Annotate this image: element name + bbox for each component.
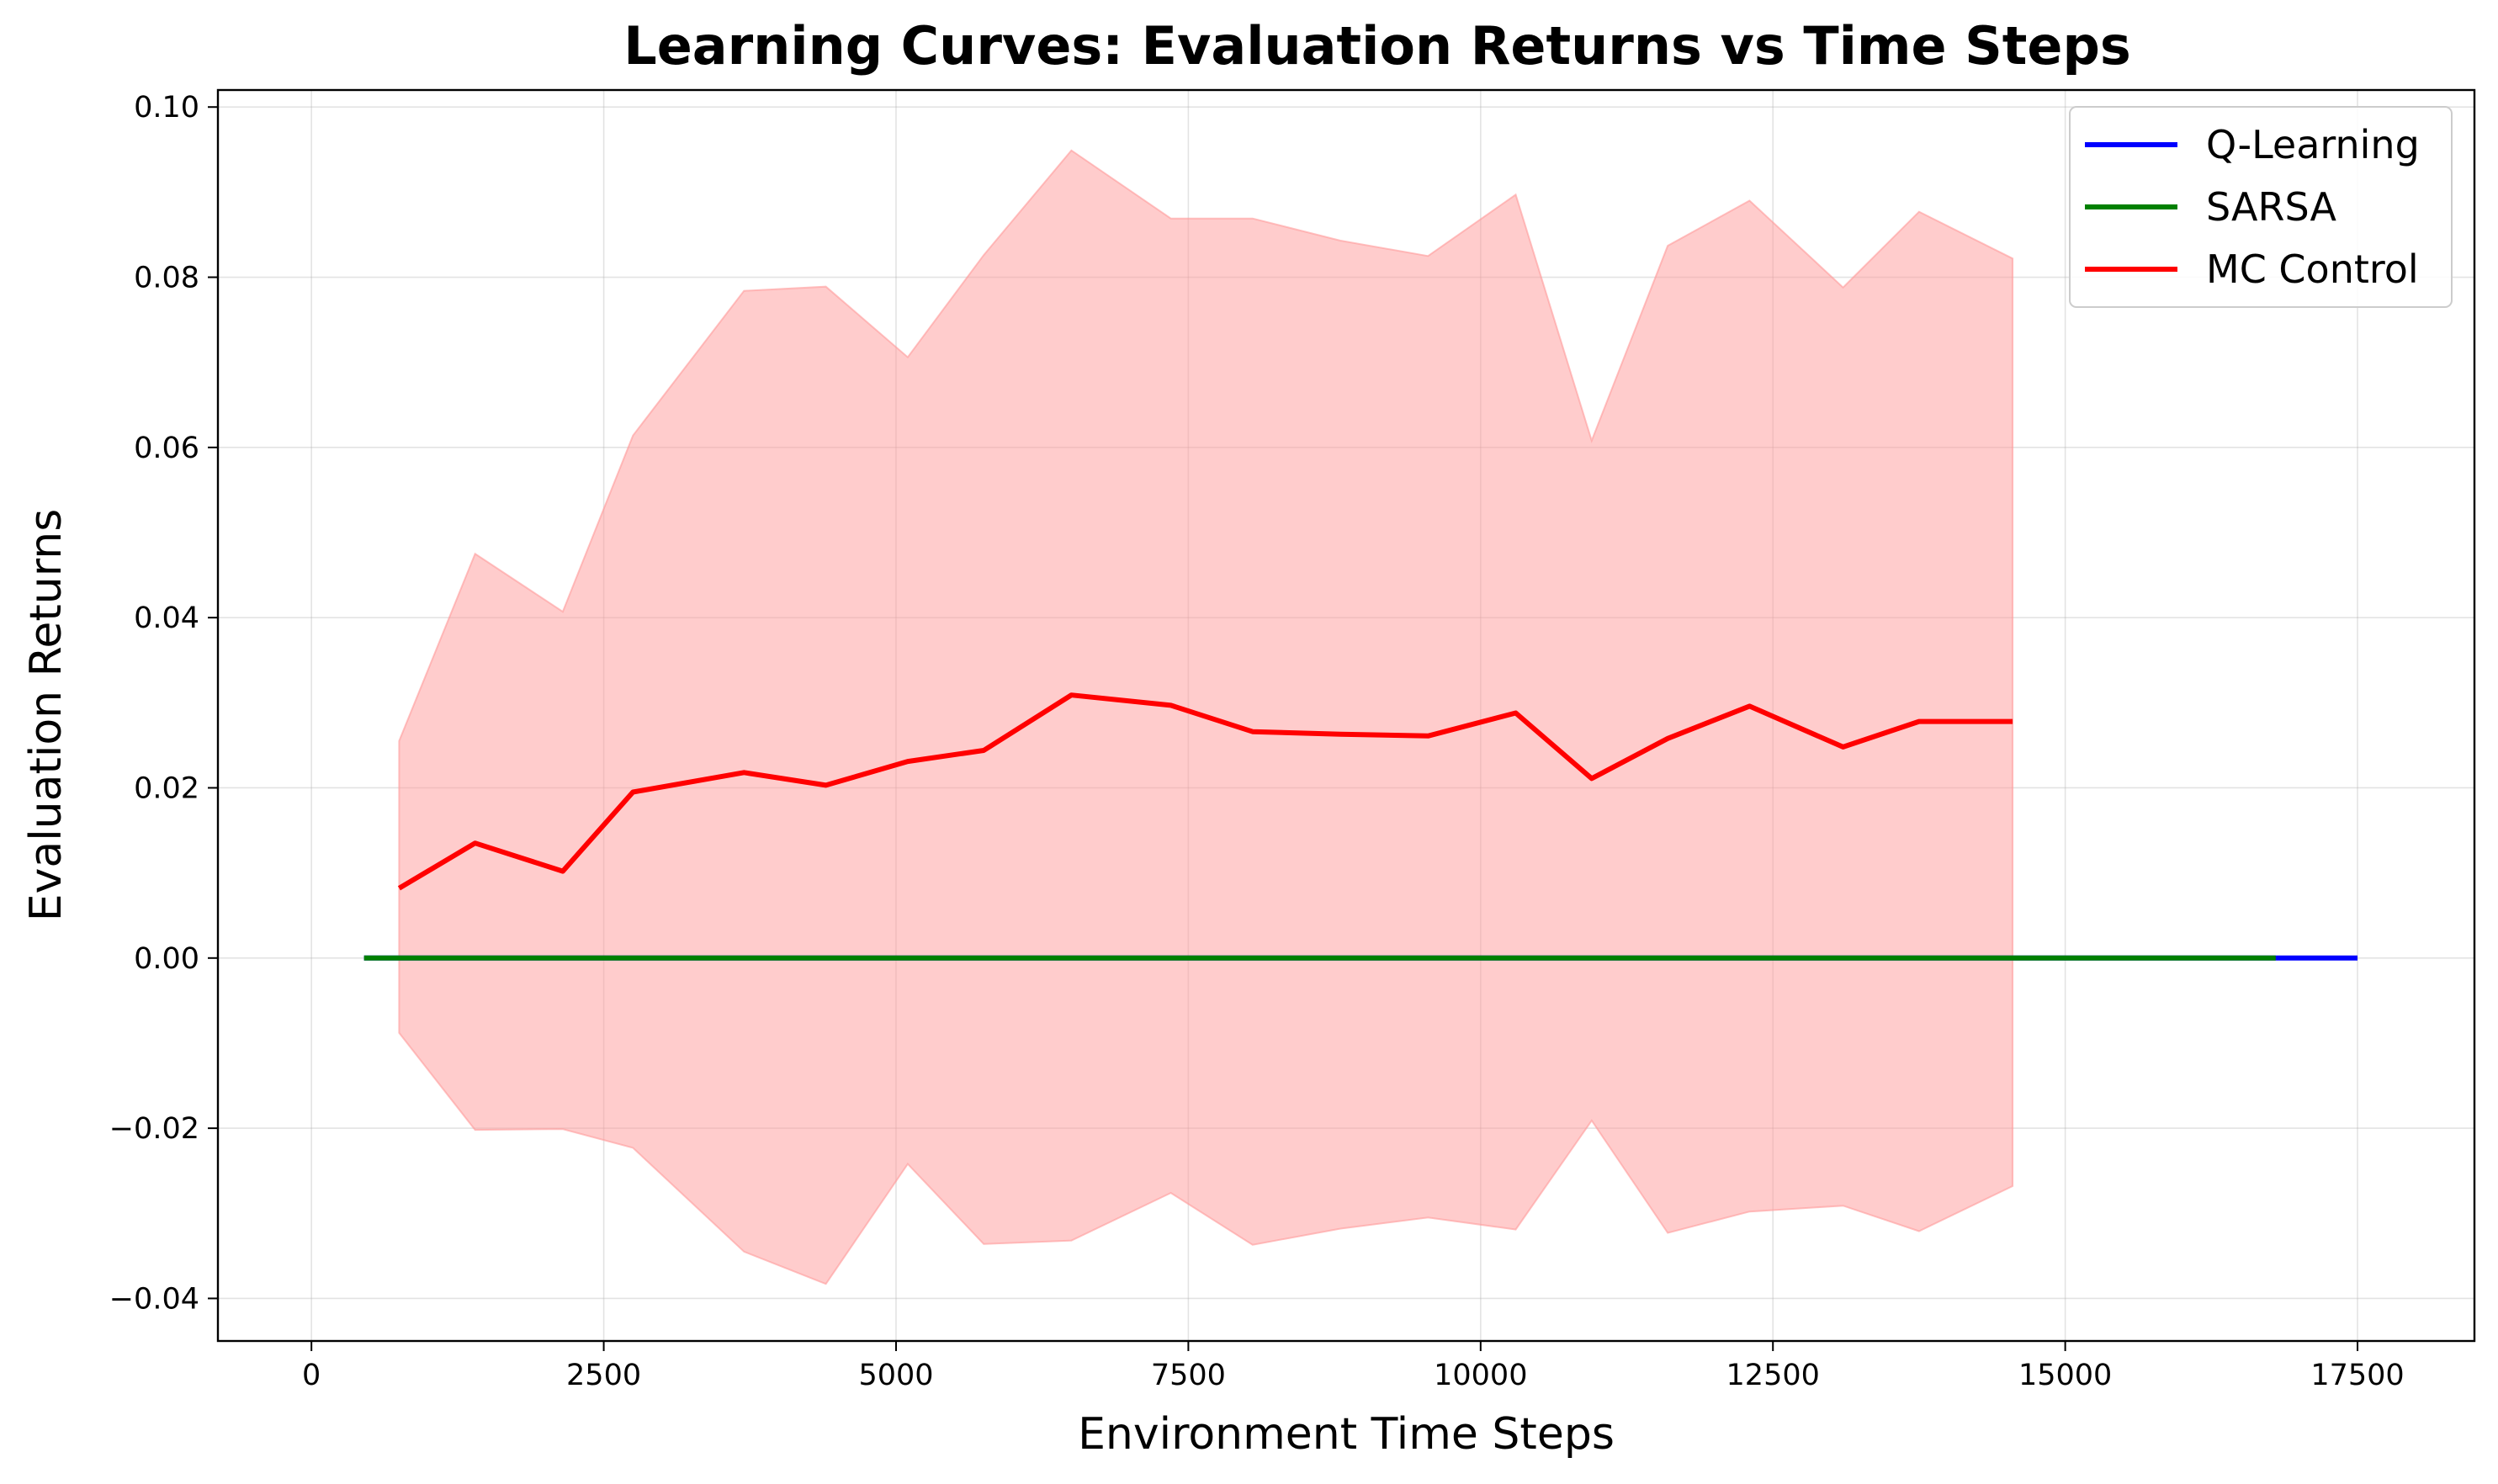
- x-tick-label: 7500: [1151, 1359, 1226, 1392]
- x-tick-label: 2500: [566, 1359, 641, 1392]
- legend-label: MC Control: [2206, 246, 2419, 292]
- series-line: [397, 692, 2013, 891]
- y-tick-label: 0.00: [134, 942, 199, 976]
- y-tick-label: 0.06: [134, 432, 199, 465]
- y-tick-label: 0.02: [134, 771, 199, 805]
- y-tick-label: −0.02: [109, 1112, 199, 1146]
- x-tick-label: 0: [302, 1359, 321, 1392]
- x-axis-label: Environment Time Steps: [1078, 1409, 1615, 1460]
- y-tick-label: −0.04: [109, 1282, 199, 1316]
- x-tick-label: 12500: [1726, 1359, 1820, 1392]
- chart-title: Learning Curves: Evaluation Returns vs T…: [623, 15, 2131, 77]
- x-tick-label: 10000: [1434, 1359, 1527, 1392]
- x-tick-label: 5000: [858, 1359, 933, 1392]
- x-tick-label: 17500: [2310, 1359, 2404, 1392]
- y-tick-label: 0.04: [134, 602, 199, 635]
- x-tick-label: 15000: [2018, 1359, 2112, 1392]
- axis-ticks: 0 2500 5000 7500 10000 12500 15000 17500 0.10 0.0…: [109, 91, 2405, 1392]
- legend-label: SARSA: [2206, 184, 2337, 230]
- legend-box: [2069, 106, 2453, 308]
- series-lines: [363, 692, 2357, 961]
- y-tick-label: 0.08: [134, 262, 199, 295]
- y-tick-label: 0.10: [134, 91, 199, 125]
- legend-label: Q-Learning: [2206, 122, 2420, 167]
- y-axis-label: Evaluation Returns: [21, 509, 72, 922]
- axes-frame: [216, 88, 2476, 1343]
- legend: Q-Learning SARSA MC Control: [2069, 106, 2453, 308]
